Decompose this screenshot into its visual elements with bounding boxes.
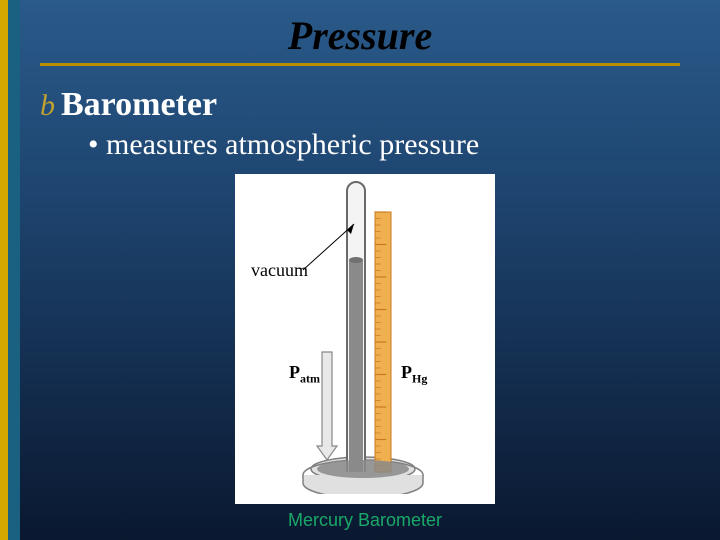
barometer-svg xyxy=(235,174,495,494)
content-area: b Barometer • measures atmospheric press… xyxy=(0,66,720,531)
barometer-diagram: vacuum Patm PHg xyxy=(235,174,495,504)
sub-point: • measures atmospheric pressure xyxy=(88,128,690,162)
slide: Pressure b Barometer • measures atmosphe… xyxy=(0,0,720,540)
accent-stripe-gold xyxy=(0,0,8,540)
phg-label: PHg xyxy=(401,362,427,387)
bullet-icon: b xyxy=(40,89,55,123)
patm-sub: atm xyxy=(300,372,320,386)
vacuum-label: vacuum xyxy=(251,260,308,281)
page-title: Pressure xyxy=(0,0,720,59)
diagram-caption: Mercury Barometer xyxy=(40,510,690,531)
patm-base: P xyxy=(289,362,300,382)
patm-label: Patm xyxy=(289,362,320,387)
phg-sub: Hg xyxy=(412,372,427,386)
bullet-row: b Barometer xyxy=(40,86,690,124)
phg-base: P xyxy=(401,362,412,382)
heading-text: Barometer xyxy=(61,86,217,124)
accent-stripe-teal xyxy=(8,0,20,540)
